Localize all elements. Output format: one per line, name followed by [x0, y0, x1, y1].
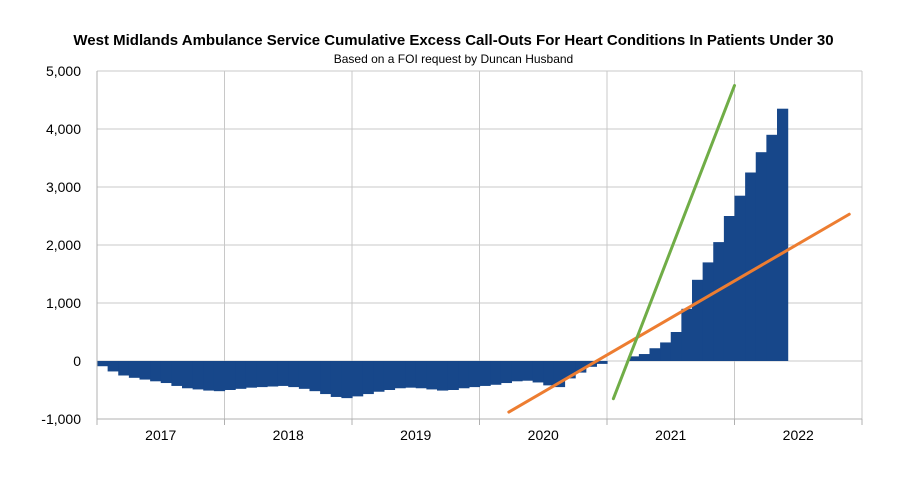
bar: [213, 361, 226, 392]
bar: [341, 361, 353, 399]
bar: [405, 361, 417, 388]
y-tick-label: 5,000: [46, 63, 81, 79]
bar: [490, 361, 502, 385]
bar: [553, 361, 566, 388]
bar: [330, 361, 342, 397]
bar: [320, 361, 332, 395]
bar: [224, 361, 236, 390]
bar: [97, 361, 109, 367]
bar: [628, 356, 640, 361]
x-tick-label: 2019: [400, 427, 431, 443]
bar: [522, 361, 534, 381]
bar: [564, 361, 576, 379]
bar: [532, 361, 544, 383]
y-tick-label: -1,000: [41, 411, 81, 427]
bar: [245, 361, 257, 388]
bar: [309, 361, 321, 392]
bar: [267, 361, 279, 387]
bar: [777, 108, 789, 361]
bar: [235, 361, 247, 389]
bar: [468, 361, 481, 388]
bar: [182, 361, 194, 389]
bar: [543, 361, 555, 386]
bar: [362, 361, 374, 395]
bar: [277, 361, 289, 386]
x-tick-label: 2017: [145, 427, 176, 443]
bar: [415, 361, 427, 389]
bar: [766, 134, 778, 361]
bar: [596, 361, 608, 364]
bar: [500, 361, 512, 384]
bar: [288, 361, 300, 388]
bar: [479, 361, 491, 386]
bar: [670, 332, 682, 361]
bar: [723, 216, 736, 361]
bar: [192, 361, 204, 390]
bar: [638, 354, 651, 361]
axes: -1,000 0 1,000 2,000 3,000 4,000 5,000 2017 2018…: [41, 63, 863, 443]
bar: [692, 279, 704, 361]
chart-subtitle: Based on a FOI request by Duncan Husband: [333, 52, 574, 66]
bars: [97, 108, 789, 399]
bar: [256, 361, 268, 388]
y-tick-label: 1,000: [46, 295, 81, 311]
bar: [373, 361, 385, 392]
bar: [352, 361, 364, 397]
y-tick-label: 4,000: [46, 121, 81, 137]
trend-line: [507, 212, 851, 414]
bar: [681, 308, 693, 361]
bar: [458, 361, 470, 389]
x-tick-label: 2022: [783, 427, 814, 443]
bar: [745, 172, 757, 361]
bar: [160, 361, 172, 384]
bar: [713, 242, 725, 361]
bar: [171, 361, 183, 386]
bar: [107, 361, 119, 372]
trend-line: [611, 84, 736, 401]
x-tick-label: 2018: [273, 427, 304, 443]
y-tick-label: 2,000: [46, 237, 81, 253]
chart-title: West Midlands Ambulance Service Cumulati…: [73, 32, 834, 49]
bar: [649, 348, 661, 361]
bar: [128, 361, 141, 378]
bar: [755, 152, 767, 361]
trend-lines: [507, 84, 851, 414]
bar: [437, 361, 449, 391]
y-tick-label: 3,000: [46, 179, 81, 195]
bar: [447, 361, 459, 390]
x-tick-label: 2020: [528, 427, 559, 443]
bar: [575, 361, 587, 373]
bar: [394, 361, 406, 389]
bar: [426, 361, 438, 390]
y-tick-label: 0: [73, 353, 81, 369]
bar: [702, 262, 714, 361]
bar: [511, 361, 523, 382]
x-tick-label: 2021: [655, 427, 686, 443]
bar: [298, 361, 311, 389]
bar: [383, 361, 396, 390]
bar: [203, 361, 215, 391]
bar: [660, 342, 672, 361]
bar: [150, 361, 162, 382]
bar: [139, 361, 151, 380]
bar: [118, 361, 130, 376]
